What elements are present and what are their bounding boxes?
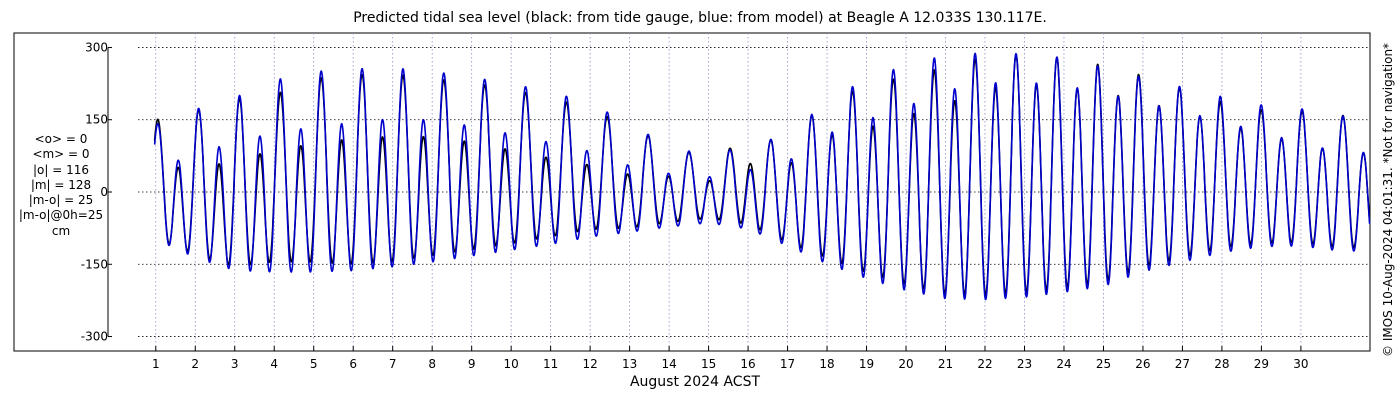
stats-panel: <o> = 0 <m> = 0 |o| = 116 |m| = 128 |m-o… (0, 132, 122, 239)
x-tick-label: 16 (740, 357, 755, 371)
x-tick-label: 18 (819, 357, 834, 371)
x-tick-label: 13 (622, 357, 637, 371)
x-tick-label: 14 (661, 357, 676, 371)
grid-lines (138, 33, 1370, 351)
stat-mean-model: <m> = 0 (32, 147, 90, 162)
x-axis: 1 2 3 4 5 6 7 8 9 10 11 12 13 14 15 16 17 18 19 20 21 22 23 24 2… (152, 346, 1309, 371)
x-tick-label: 7 (389, 357, 397, 371)
x-tick-label: 19 (859, 357, 874, 371)
x-tick-label: 4 (270, 357, 278, 371)
x-tick-label: 25 (1096, 357, 1111, 371)
x-tick-label: 17 (780, 357, 795, 371)
series-lines (153, 52, 1371, 301)
x-tick-label: 26 (1135, 357, 1150, 371)
series-model-line (153, 52, 1371, 301)
x-tick-label: 12 (582, 357, 597, 371)
x-tick-label: 20 (898, 357, 913, 371)
y-tick-label: 300 (85, 40, 108, 54)
stat-abs-observed: |o| = 116 (32, 162, 89, 177)
x-tick-label: 21 (938, 357, 953, 371)
x-tick-label: 27 (1175, 357, 1190, 371)
x-tick-label: 28 (1214, 357, 1229, 371)
x-tick-label: 5 (310, 357, 318, 371)
x-tick-label: 6 (349, 357, 357, 371)
x-tick-label: 22 (977, 357, 992, 371)
y-axis: -300 -150 0 150 300 (81, 40, 112, 344)
x-tick-label: 29 (1254, 357, 1269, 371)
x-tick-label: 10 (504, 357, 519, 371)
stat-abs-diff-0h: |m-o|@0h=25 (18, 208, 104, 223)
stat-abs-model: |m| = 128 (30, 177, 92, 192)
y-tick-label: 150 (85, 113, 108, 127)
x-tick-label: 24 (1056, 357, 1071, 371)
y-tick-label: -300 (81, 330, 108, 344)
x-tick-label: 15 (701, 357, 716, 371)
y-tick-label: -150 (81, 257, 108, 271)
stat-mean-observed: <o> = 0 (34, 132, 88, 146)
chart-title: Predicted tidal sea level (black: from t… (353, 10, 1047, 26)
x-tick-label: 11 (543, 357, 558, 371)
stat-units: cm (51, 223, 71, 238)
x-tick-label: 1 (152, 357, 160, 371)
y-tick-label: 0 (100, 185, 108, 199)
x-tick-label: 23 (1017, 357, 1032, 371)
x-tick-label: 9 (468, 357, 476, 371)
copyright-notice: © IMOS 10-Aug-2024 04:01:31. *Not for na… (1381, 42, 1395, 357)
x-tick-label: 2 (191, 357, 199, 371)
x-axis-label: August 2024 ACST (629, 374, 761, 390)
stat-abs-diff: |m-o| = 25 (28, 193, 94, 208)
x-tick-label: 30 (1293, 357, 1308, 371)
x-tick-label: 8 (428, 357, 436, 371)
x-tick-label: 3 (231, 357, 239, 371)
